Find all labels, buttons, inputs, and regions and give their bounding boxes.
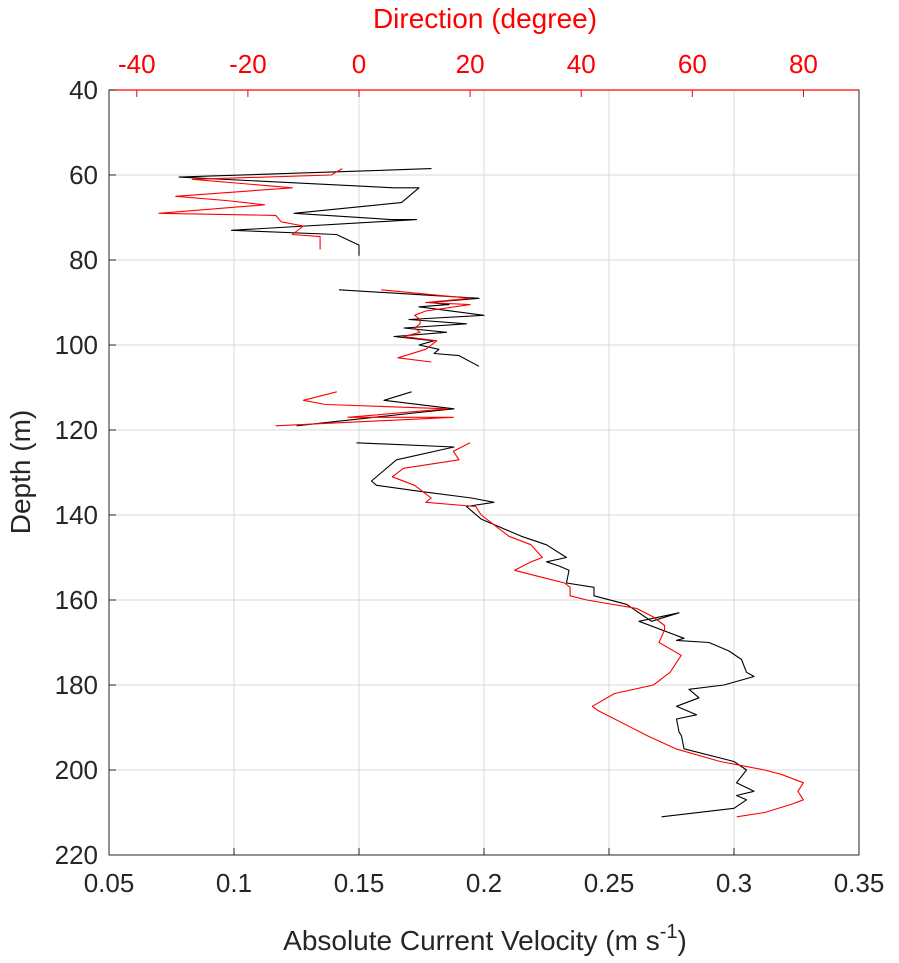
y-tick-label: 160 <box>55 585 98 615</box>
y-tick-label: 80 <box>69 245 98 275</box>
bottom-axis-title: Absolute Current Velocity (m s-1) <box>283 921 687 956</box>
x2-tick-label: 0 <box>352 49 366 79</box>
y-tick-label: 60 <box>69 160 98 190</box>
direction-line <box>275 391 454 427</box>
x2-tick-label: 60 <box>678 49 707 79</box>
x-axis-title-main: Absolute Current Velocity (m s <box>283 925 660 956</box>
x-tick-label: 0.35 <box>834 868 885 898</box>
grid <box>108 89 860 856</box>
y-tick-label: 40 <box>69 75 98 105</box>
y-tick-label: 180 <box>55 670 98 700</box>
x-tick-label: 0.1 <box>216 868 252 898</box>
x-tick-label: 0.05 <box>84 868 135 898</box>
direction-line <box>381 289 471 363</box>
top-axis-title: Direction (degree) <box>373 3 597 34</box>
x-tick-label: 0.3 <box>716 868 752 898</box>
velocity-line <box>178 168 432 256</box>
x-tick-label: 0.15 <box>334 868 385 898</box>
x2-tick-label: -40 <box>118 49 156 79</box>
y-tick-label: 140 <box>55 500 98 530</box>
y-tick-label: 100 <box>55 330 98 360</box>
y-tick-label: 120 <box>55 415 98 445</box>
x2-tick-label: 80 <box>789 49 818 79</box>
x-axis-title-superscript: -1 <box>660 921 678 943</box>
x2-tick-label: -20 <box>229 49 267 79</box>
x-tick-label: 0.25 <box>584 868 635 898</box>
x2-tick-label: 40 <box>567 49 596 79</box>
x-axis-title-close: ) <box>678 925 687 956</box>
x2-tick-label: 20 <box>456 49 485 79</box>
direction-line <box>391 442 804 818</box>
y-axis-title: Depth (m) <box>5 410 36 534</box>
x-tick-label: 0.2 <box>466 868 502 898</box>
direction-line <box>158 168 343 250</box>
series-layer <box>158 168 804 818</box>
y-tick-label: 200 <box>55 755 98 785</box>
velocity-line <box>356 442 755 818</box>
ticks: 0.05 0.1 0.15 0.2 0.25 0.3 0.35 -40 -20 0 20 40 60 80… <box>55 49 885 898</box>
y-tick-label: 220 <box>55 840 98 870</box>
velocity-line <box>338 289 485 367</box>
